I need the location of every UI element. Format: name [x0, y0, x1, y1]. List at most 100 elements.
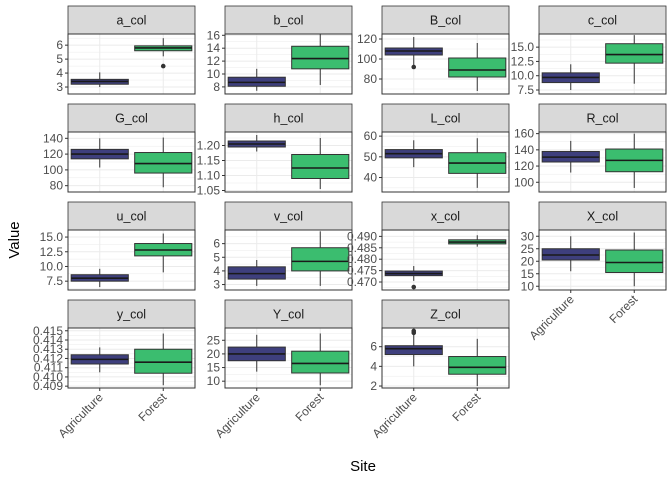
box-forest [448, 338, 507, 387]
facet-strip-label: x_col [431, 210, 460, 224]
y-tick-label: 0.411 [34, 361, 63, 375]
x-tick-label: Forest [292, 390, 326, 424]
box-agriculture [227, 334, 286, 372]
y-tick-label: 7.5 [517, 83, 534, 97]
facet-panel-border [67, 229, 196, 291]
y-tick-label: 100 [357, 52, 377, 66]
y-tick-label: 40 [364, 171, 378, 185]
box-forest [448, 235, 507, 247]
facet-strip [67, 5, 196, 35]
y-tick-label: 8 [213, 80, 220, 94]
facet-panel-border [67, 131, 196, 193]
facet-strip-label: a_col [117, 14, 147, 28]
box-agriculture [227, 260, 286, 286]
facet-strip-label: u_col [117, 210, 147, 224]
y-tick-label: 6 [213, 237, 220, 251]
facet-strip-label: y_col [117, 308, 146, 322]
x-axis-label: Site [350, 458, 376, 475]
box-forest [134, 233, 193, 273]
facet-y_col: y_col 0.4090.4100.4110.4120.4130.4140.415… [33, 299, 196, 441]
facet-strip [381, 299, 510, 329]
y-tick-label: 6 [56, 38, 63, 52]
outlier-point [411, 328, 417, 334]
facet-strip-label: R_col [587, 112, 619, 126]
y-tick-label: 15 [521, 267, 535, 281]
facet-panel-border [538, 229, 667, 291]
x-tick-label: Forest [135, 390, 169, 424]
y-tick-label: 1.15 [197, 154, 221, 168]
y-tick-label: 120 [43, 147, 63, 161]
facet-panel [68, 34, 195, 94]
y-tick-label: 5 [213, 250, 220, 264]
box-forest [291, 34, 350, 85]
box-body [448, 57, 507, 78]
x-tick-label: Agriculture [526, 292, 577, 343]
y-tick-label: 100 [43, 163, 63, 177]
y-tick-label: 120 [514, 159, 534, 173]
y-tick-label: 15.0 [511, 40, 535, 54]
y-tick-label: 10.0 [511, 69, 535, 83]
facet-panels: a_col3456b_col810121416B_col80100120c_co… [33, 5, 667, 441]
y-tick-label: 80 [50, 179, 64, 193]
x-tick-label: Agriculture [212, 390, 263, 441]
facet-panel-border [67, 33, 196, 95]
y-tick-label: 10 [521, 279, 535, 293]
facet-G_col: G_col 80 100 120 140 [43, 103, 196, 193]
facet-panel [382, 230, 509, 290]
box-body [605, 249, 664, 273]
box-forest [134, 38, 193, 69]
facet-h_col: h_col 1.051.101.151.20 [197, 103, 353, 198]
y-tick-label: 0.485 [347, 241, 377, 255]
x-tick-label: Agriculture [369, 390, 420, 441]
box-forest [134, 137, 193, 188]
box-forest [291, 333, 350, 386]
outlier-point [160, 63, 166, 69]
facet-strip [224, 299, 353, 329]
y-tick-label: 2 [370, 379, 377, 393]
box-agriculture [70, 72, 129, 88]
box-forest [605, 35, 664, 84]
facet-panel-border [381, 131, 510, 193]
box-agriculture [70, 138, 129, 168]
box-agriculture [541, 140, 600, 173]
y-tick-label: 10 [207, 374, 221, 388]
facet-strip-label: b_col [274, 14, 304, 28]
facet-panel-border [381, 33, 510, 95]
facet-panel-border [538, 33, 667, 95]
y-tick-label: 0.480 [347, 252, 377, 266]
facet-strip [67, 201, 196, 231]
y-tick-label: 10 [207, 67, 221, 81]
facet-panel-border [224, 229, 353, 291]
y-tick-label: 12 [207, 54, 221, 68]
y-tick-label: 15.0 [40, 230, 64, 244]
outlier-point [411, 284, 417, 290]
y-tick-label: 120 [357, 32, 377, 46]
box-agriculture [227, 135, 286, 152]
y-tick-label: 0.475 [347, 264, 377, 278]
facet-strip [67, 103, 196, 133]
facet-strip-label: v_col [274, 210, 303, 224]
box-body [291, 350, 350, 374]
box-agriculture [384, 37, 443, 70]
facet-L_col: L_col 40 50 60 [364, 103, 510, 193]
y-tick-label: 50 [364, 150, 378, 164]
box-body [134, 348, 193, 374]
y-tick-label: 3 [213, 278, 220, 292]
y-tick-label: 1.20 [197, 139, 221, 153]
y-tick-label: 5 [56, 52, 63, 66]
facet-strip [538, 103, 667, 133]
y-tick-label: 0.409 [33, 379, 63, 393]
facet-panel-border [538, 131, 667, 193]
box-agriculture [384, 266, 443, 290]
box-forest [448, 138, 507, 188]
x-tick-label: Agriculture [55, 390, 106, 441]
box-agriculture [541, 236, 600, 272]
facet-strip-label: B_col [430, 14, 461, 28]
box-agriculture [70, 347, 129, 373]
